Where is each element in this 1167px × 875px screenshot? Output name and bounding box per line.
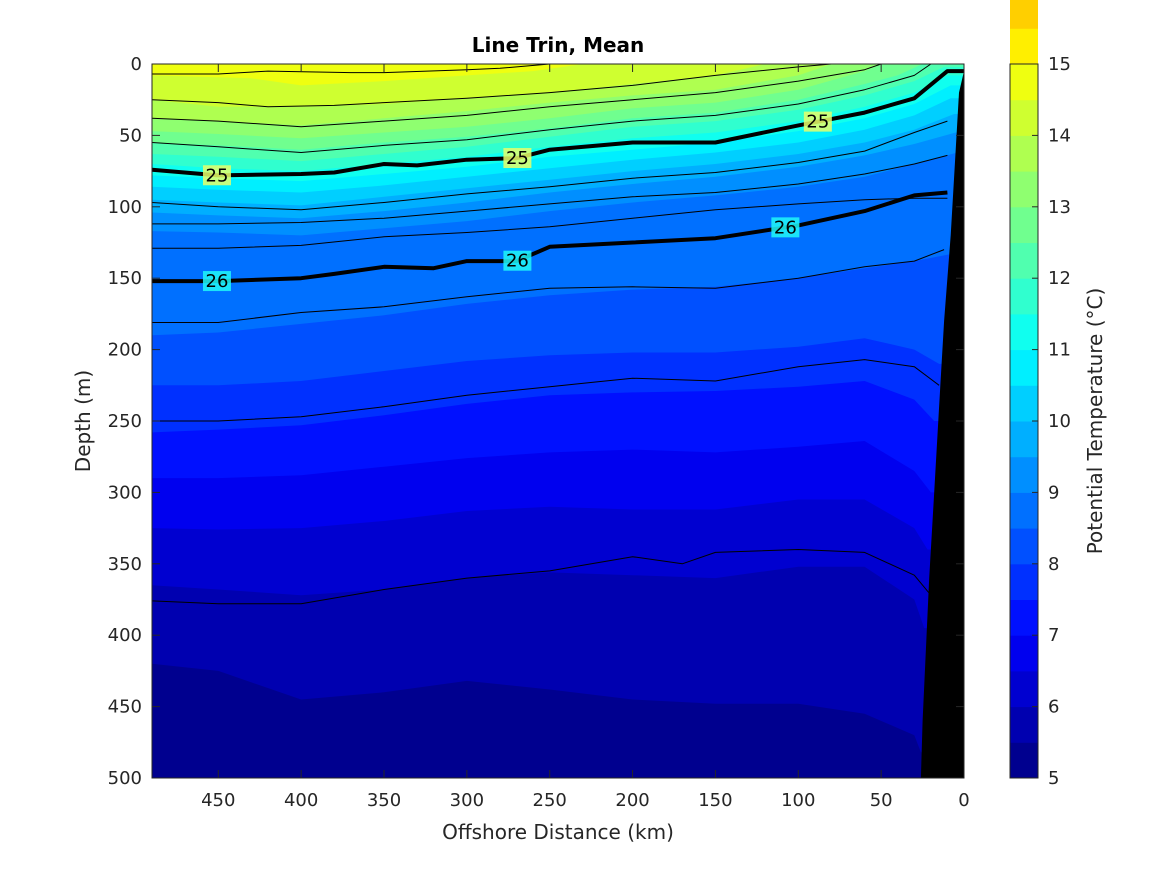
colorbar-tick-label: 7 [1048, 625, 1059, 646]
x-tick-label: 450 [201, 790, 235, 811]
plot-area [152, 64, 964, 778]
colorbar-swatch [1010, 206, 1038, 243]
colorbar-swatch [1010, 135, 1038, 172]
bottom-topography-layer [920, 71, 964, 778]
colorbar-swatch [1010, 563, 1038, 600]
density-contour [152, 154, 948, 225]
colorbar-swatch [1010, 421, 1038, 458]
colorbar-tick-label: 8 [1048, 554, 1059, 575]
y-tick-label: 500 [108, 768, 142, 789]
colorbar-tick-label: 5 [1048, 768, 1059, 789]
y-tick-label: 350 [108, 554, 142, 575]
colorbar-tick-label: 12 [1048, 268, 1071, 289]
y-tick-label: 200 [108, 340, 142, 361]
colorbar-tick-label: 13 [1048, 197, 1071, 218]
y-axis-label: Depth (m) [71, 370, 95, 472]
y-tick-label: 450 [108, 697, 142, 718]
x-tick-label: 0 [958, 790, 969, 811]
colorbar-swatch [1010, 599, 1038, 636]
chart-title: Line Trin, Mean [472, 33, 645, 57]
temperature-band [152, 64, 964, 86]
colorbar-swatch [1010, 456, 1038, 493]
x-axis: 450 400 350 300 250 200 150 100 50 0 [201, 64, 970, 811]
colorbar-swatch [1010, 349, 1038, 386]
density-contour [152, 64, 882, 128]
y-tick-label: 400 [108, 625, 142, 646]
y-tick-label: 250 [108, 411, 142, 432]
x-tick-label: 50 [870, 790, 893, 811]
y-axis: 0 50 100 150 200 250 300 350 400 450 500 [108, 54, 964, 789]
y-tick-label: 150 [108, 268, 142, 289]
y-tick-label: 100 [108, 197, 142, 218]
colorbar-swatch [1010, 99, 1038, 136]
colorbar-swatch [1010, 28, 1038, 65]
x-tick-label: 300 [450, 790, 484, 811]
y-tick-label: 50 [119, 125, 142, 146]
temperature-fill-layer [152, 64, 964, 753]
density-contour [152, 549, 932, 605]
seafloor-topography [920, 71, 964, 778]
colorbar-swatches [1010, 0, 1038, 779]
contour-label: 25 [506, 148, 529, 169]
contour-label-gap [771, 217, 800, 238]
contour-label: 25 [806, 112, 829, 133]
density-contour [152, 359, 940, 422]
colorbar-tick-label: 15 [1048, 54, 1071, 75]
contour-label-gap [503, 148, 532, 169]
contour-label: 26 [774, 217, 797, 238]
density-contour-thick [152, 69, 964, 178]
x-axis-label: Offshore Distance (km) [442, 820, 674, 844]
x-tick-label: 350 [367, 790, 401, 811]
contour-label-gap [803, 111, 832, 132]
colorbar-tick-label: 10 [1048, 411, 1071, 432]
colorbar-tick-label: 6 [1048, 697, 1059, 718]
contour-label: 26 [506, 251, 529, 272]
contour-label-gap [202, 271, 231, 292]
contour-label: 26 [206, 271, 229, 292]
colorbar-tick-label: 14 [1048, 125, 1071, 146]
colorbar: 5 6 7 8 9 10 11 12 13 14 15 Potential Temperature … [1009, 0, 1107, 789]
x-tick-label: 200 [615, 790, 649, 811]
colorbar-swatch [1010, 385, 1038, 422]
contour-label: 25 [206, 165, 229, 186]
colorbar-label: Potential Temperature (°C) [1083, 288, 1107, 555]
x-tick-label: 250 [533, 790, 567, 811]
colorbar-ticks: 5 6 7 8 9 10 11 12 13 14 15 [1032, 54, 1071, 789]
density-contour [152, 64, 882, 108]
y-tick-label: 300 [108, 482, 142, 503]
density-contour [152, 120, 948, 211]
colorbar-swatch [1010, 313, 1038, 351]
colorbar-tick-label: 9 [1048, 482, 1059, 503]
colorbar-swatch [1010, 670, 1038, 708]
colorbar-swatch [1010, 278, 1038, 315]
colorbar-swatch [1010, 706, 1038, 743]
density-contour [152, 197, 948, 249]
colorbar-swatch [1010, 0, 1038, 29]
colorbar-swatch [1010, 635, 1038, 672]
colorbar-swatch [1010, 492, 1038, 529]
contour-label-gap [202, 165, 231, 186]
colorbar-swatch [1010, 242, 1038, 279]
x-tick-label: 150 [698, 790, 732, 811]
x-tick-label: 100 [781, 790, 815, 811]
density-contour [152, 249, 945, 323]
colorbar-swatch [1010, 171, 1038, 208]
density-contour [152, 64, 932, 153]
contour-label-gap [503, 250, 532, 271]
colorbar-swatch [1010, 742, 1038, 779]
density-contour [152, 64, 915, 75]
contour-label-layer: 25 25 25 26 26 26 [202, 111, 832, 292]
colorbar-swatch [1010, 64, 1038, 101]
colorbar-swatch [1010, 528, 1038, 565]
colorbar-tick-label: 11 [1048, 340, 1071, 361]
x-tick-label: 400 [284, 790, 318, 811]
y-tick-label: 0 [131, 54, 142, 75]
